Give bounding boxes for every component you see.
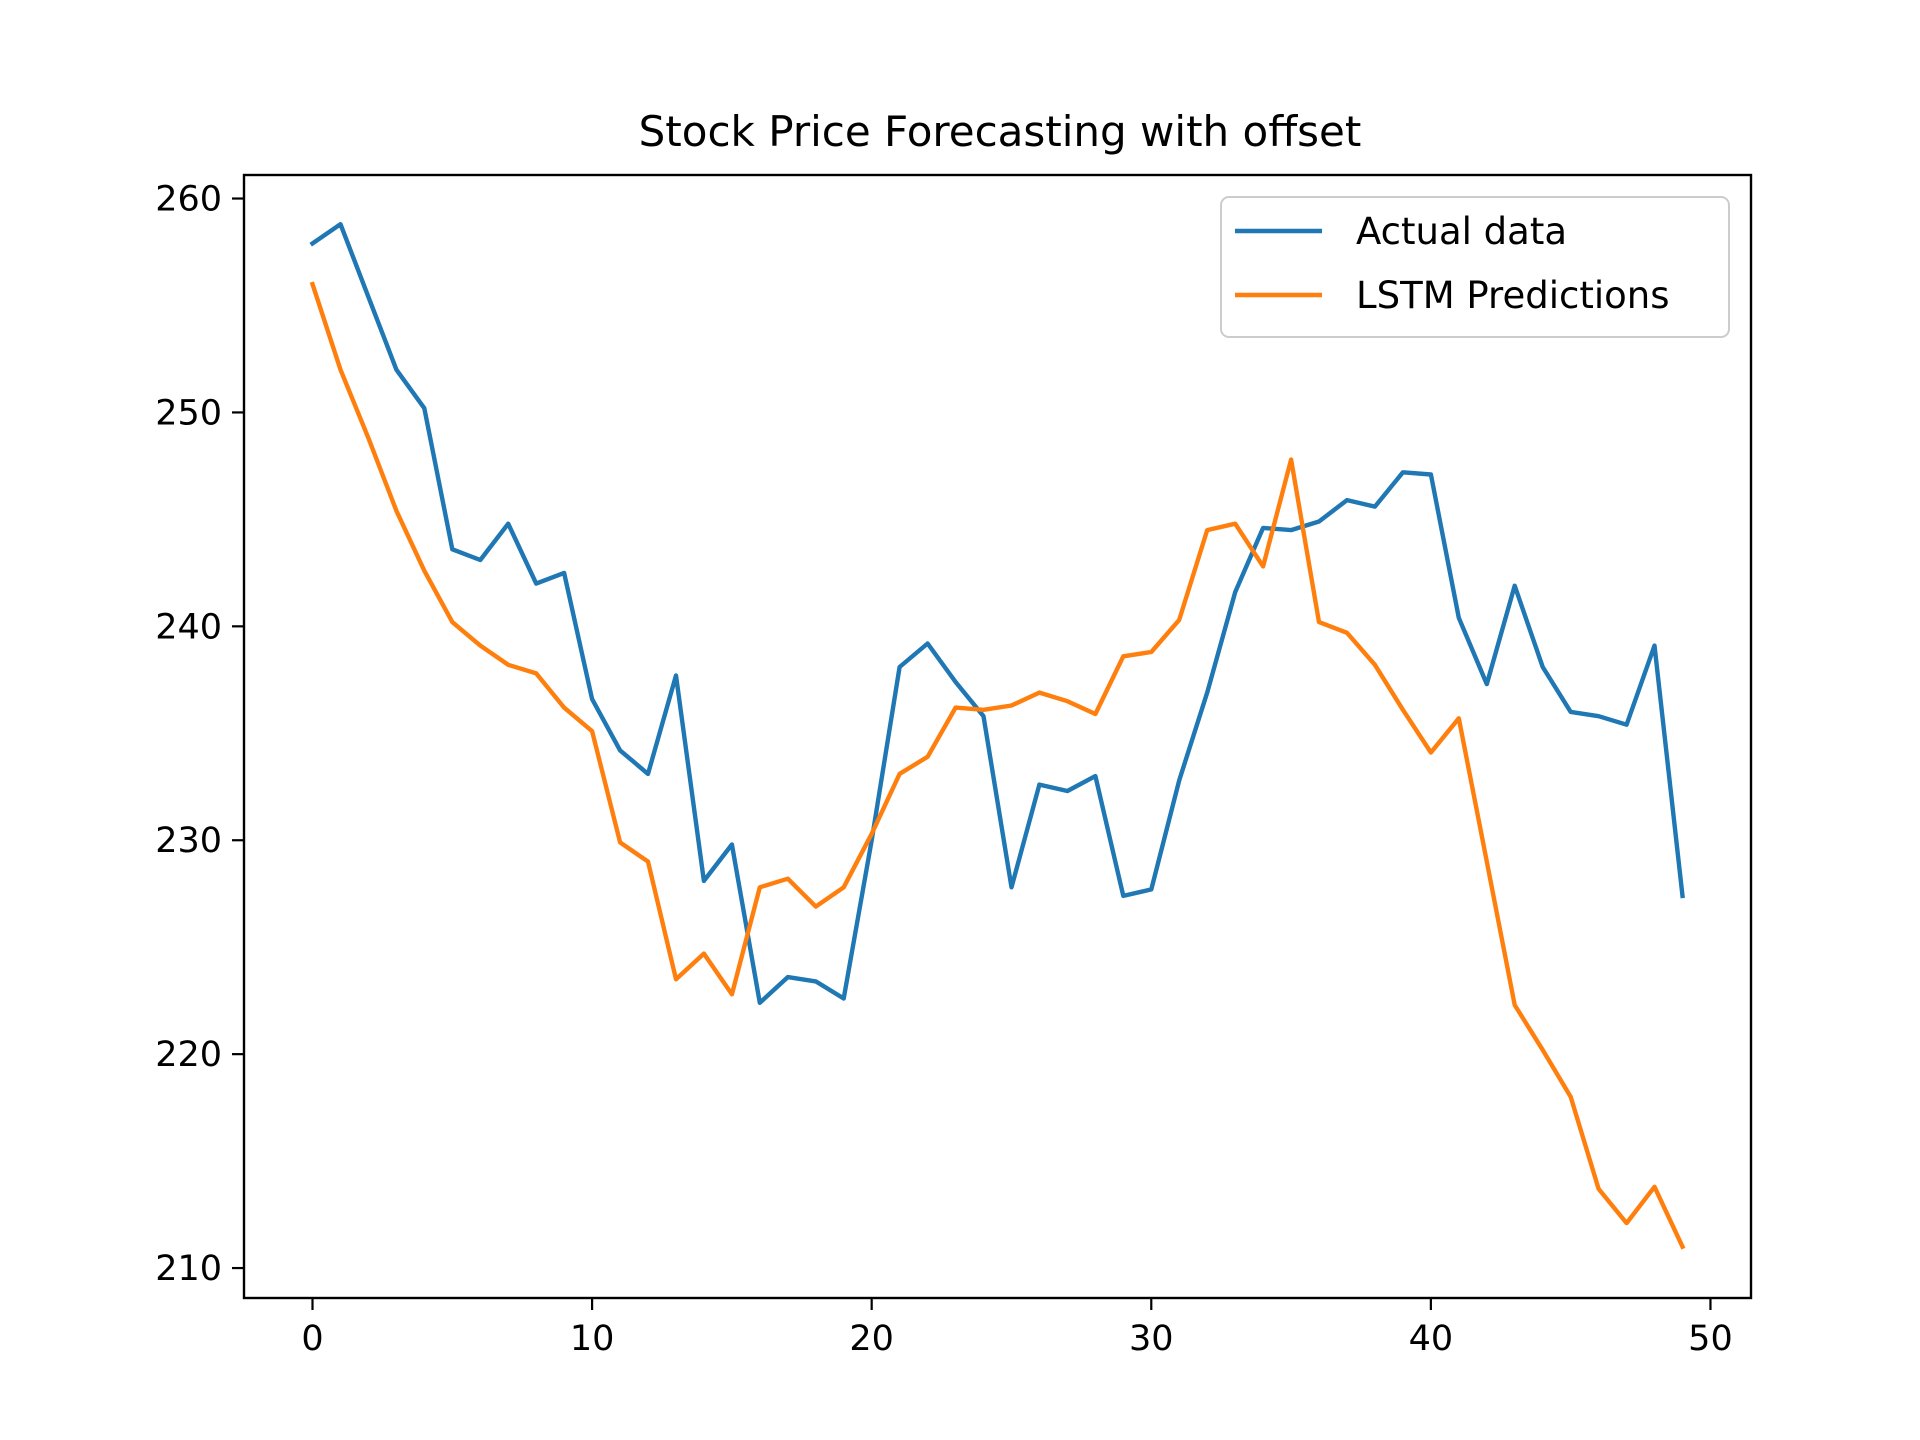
y-tick-label: 240 xyxy=(155,607,222,647)
legend-box xyxy=(1220,196,1730,338)
y-tick-label: 260 xyxy=(155,180,222,220)
legend-label-actual-data: Actual data xyxy=(1356,210,1567,253)
chart-title: Stock Price Forecasting with offset xyxy=(639,107,1362,156)
plot-area-frame xyxy=(242,173,1753,1300)
y-tick-label: 230 xyxy=(155,821,222,861)
y-axis: 210 220 230 240 250 260 xyxy=(155,180,244,1289)
x-tick-label: 20 xyxy=(849,1319,894,1359)
y-tick-label: 220 xyxy=(155,1035,222,1075)
y-tick-label: 250 xyxy=(155,393,222,433)
x-tick-label: 50 xyxy=(1688,1319,1733,1359)
series-line-actual-data xyxy=(309,221,1685,1005)
series-layer xyxy=(309,221,1686,1250)
y-tick-label: 210 xyxy=(155,1249,222,1289)
x-tick-label: 10 xyxy=(570,1319,615,1359)
legend: Actual data LSTM Predictions xyxy=(1220,196,1730,338)
x-axis: 0 10 20 30 40 50 xyxy=(301,1298,1733,1359)
x-tick-label: 30 xyxy=(1129,1319,1174,1359)
series-line-lstm-predictions xyxy=(309,281,1686,1250)
legend-label-lstm-predictions: LSTM Predictions xyxy=(1356,274,1669,317)
x-tick-label: 0 xyxy=(301,1319,323,1359)
x-tick-label: 40 xyxy=(1409,1319,1454,1359)
